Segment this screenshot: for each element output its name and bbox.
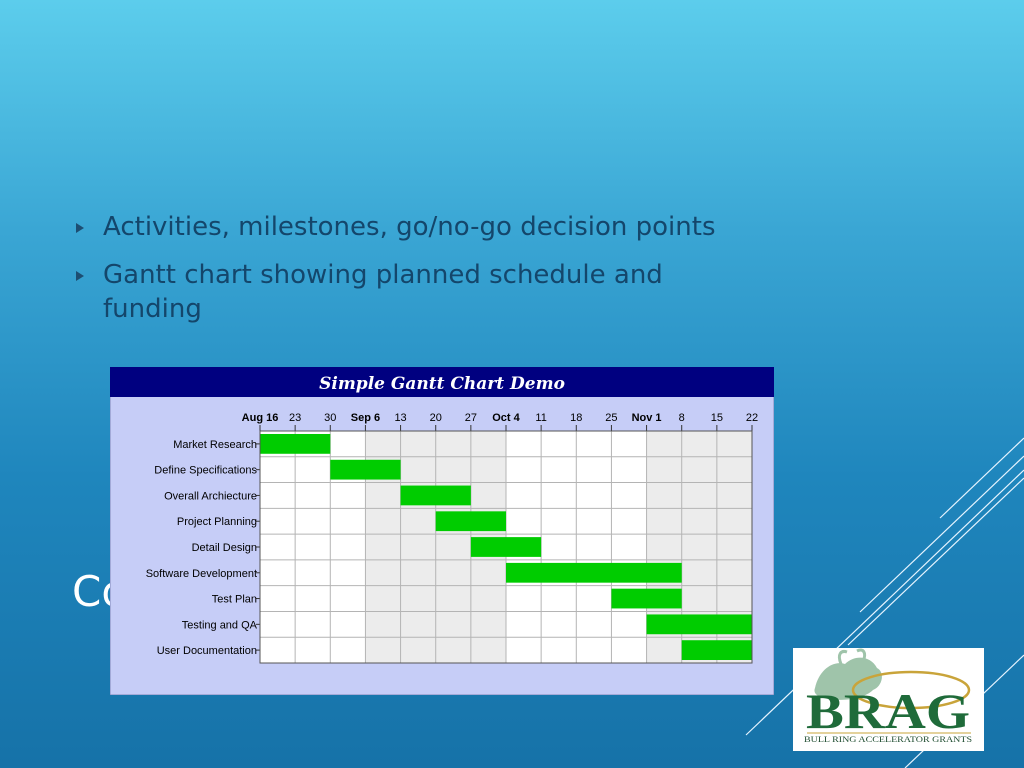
bull-icon [814,648,882,700]
bullet-list: Activities, milestones, go/no-go decisio… [74,210,764,340]
x-tick-label: 11 [535,412,546,424]
x-tick-label: 27 [465,412,477,424]
logo-wordmark: BRAG [806,683,970,739]
bullet-item: Activities, milestones, go/no-go decisio… [74,210,764,244]
x-tick-label: 8 [679,412,685,424]
x-tick-label: 30 [324,412,336,424]
x-tick-label: 13 [394,412,406,424]
bull-horn [837,650,848,665]
task-bar [435,511,506,532]
logo-tagline: BULL RING ACCELERATOR GRANTS [804,735,972,744]
x-tick-label: Aug 16 [242,412,279,424]
task-label: Detail Design [192,542,257,554]
x-tick-label: 15 [711,412,723,424]
bullet-item: Gantt chart showing planned schedule and… [74,258,764,326]
task-label: Test Plan [212,594,257,606]
x-tick-label: Oct 4 [492,412,520,424]
task-bar [681,640,752,660]
chart-title-bar [110,367,774,397]
gantt-chart: Simple Gantt Chart Demo Aug 16 23 30 Sep 6 13… [110,367,774,695]
gold-ring [851,670,971,710]
task-label: Define Specifications [154,465,257,477]
bull-horn [856,648,867,663]
task-bar [506,562,682,583]
task-label: Overall Archiecture [164,490,257,502]
x-tick-label: Sep 6 [351,412,380,424]
task-bar [646,614,752,635]
task-label: User Documentation [157,645,257,657]
x-tick-label: 18 [570,412,582,424]
task-bar [260,434,331,454]
task-bar [400,485,471,506]
chart-title: Simple Gantt Chart Demo [319,374,565,394]
shaded-column [435,431,471,663]
bullet-arrow-icon [76,271,84,281]
bull-body [814,657,882,700]
task-bar [470,537,542,557]
task-label: Market Research [173,439,257,451]
task-bar [330,459,401,480]
task-label: Testing and QA [182,619,258,631]
x-tick-label: 22 [746,412,758,424]
bullet-text: Activities, milestones, go/no-go decisio… [103,212,716,242]
x-tick-label: 25 [605,412,617,424]
bullet-text: Gantt chart showing planned schedule and… [103,260,663,324]
task-bar [611,588,682,609]
plot-border [259,430,753,664]
x-tick-label: Nov 1 [632,412,662,424]
task-label: Project Planning [177,516,257,528]
x-tick-label: 20 [430,412,442,424]
shaded-column [400,431,436,663]
bullet-arrow-icon [76,223,84,233]
task-label: Software Development [146,568,257,580]
x-tick-label: 23 [289,412,301,424]
